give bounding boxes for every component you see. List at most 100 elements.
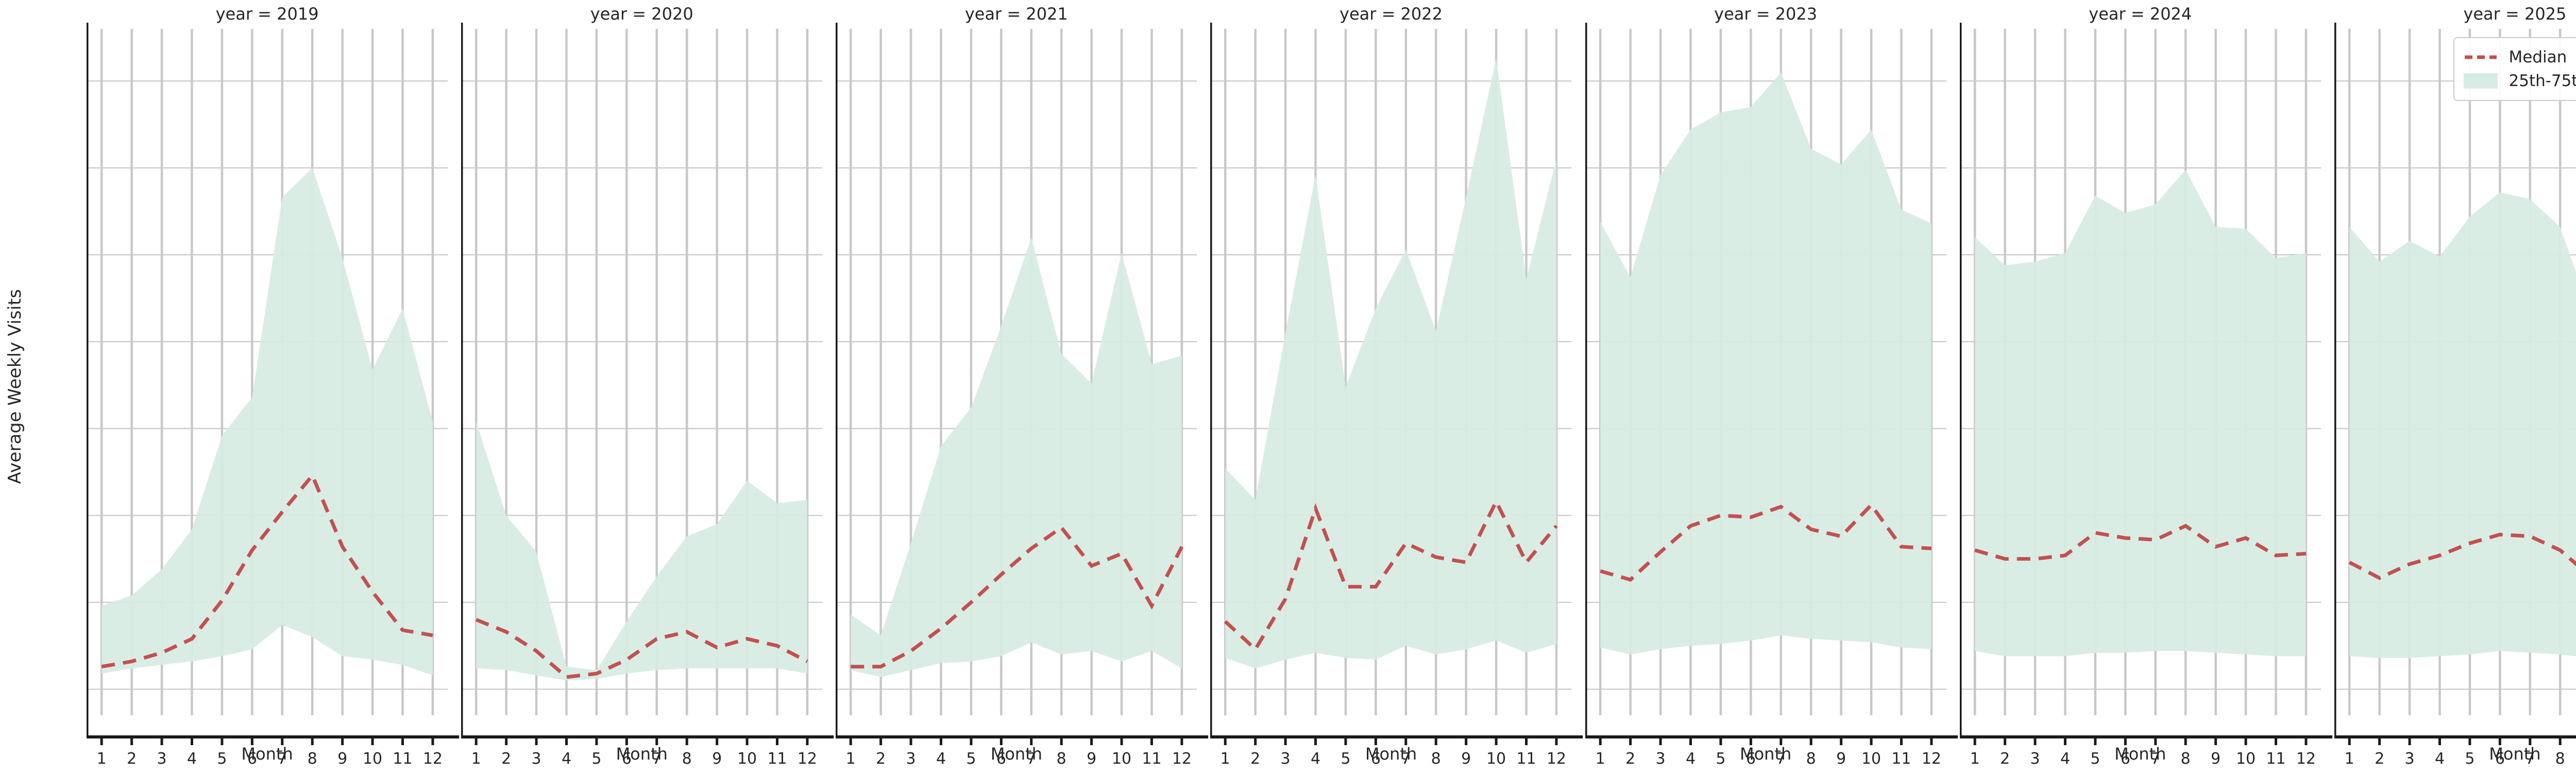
x-tick-label: 11 (1517, 750, 1536, 768)
legend-item-median[interactable]: Median (2464, 45, 2576, 69)
x-tick-label: 8 (1057, 750, 1066, 768)
x-tick-label: 9 (1087, 750, 1096, 768)
x-tick-label: 6 (247, 750, 257, 768)
x-tick-label: 6 (2121, 750, 2130, 768)
x-axis-label: Month (1739, 744, 1792, 764)
facet-panel-2021: year = 2021 Month 1 2 3 4 5 6 7 8 9 10 11 12 (836, 0, 1209, 773)
x-tick-label: 9 (712, 750, 722, 768)
facet-panel-title: year = 2025 (2463, 4, 2567, 24)
x-tick-label: 4 (2060, 750, 2070, 768)
x-tick-label: 1 (2345, 750, 2354, 768)
plot-area-2024: 1 2 3 4 5 6 7 8 9 10 11 12 (1959, 23, 2332, 768)
x-tick-label: 4 (1686, 750, 1696, 768)
x-tick-label: 2 (1251, 750, 1261, 768)
x-tick-label: 1 (97, 750, 107, 768)
legend-item-percentile-band[interactable]: 25th-75th Percentile (2463, 69, 2576, 93)
x-tick-label: 6 (622, 750, 632, 768)
plot-area-2023: 1 2 3 4 5 6 7 8 9 10 11 12 (1585, 23, 1958, 768)
x-tick-label: 5 (2090, 750, 2100, 768)
x-tick-label: 8 (1806, 750, 1816, 768)
x-tick-label: 3 (2404, 750, 2414, 768)
x-tick-label: 4 (1311, 750, 1320, 768)
x-tick-label: 6 (1371, 750, 1381, 768)
plot-area-2022: 1 2 3 4 5 6 7 8 9 10 11 12 (1210, 23, 1583, 768)
facet-panel-2024: year = 2024 Month 1 2 3 4 5 6 7 8 9 10 11 12 (1959, 0, 2332, 773)
facet-panel-title: year = 2023 (1714, 4, 1818, 24)
percentile-band-area (101, 167, 433, 676)
x-tick-label: 5 (217, 750, 227, 768)
band-swatch-icon (2463, 73, 2498, 89)
x-tick-label: 5 (1341, 750, 1351, 768)
x-tick-label: 1 (846, 750, 856, 768)
x-tick-label: 5 (967, 750, 976, 768)
facet-panel-title: year = 2021 (964, 4, 1068, 24)
x-tick-label: 1 (1970, 750, 1979, 768)
x-tick-label: 12 (2296, 750, 2316, 768)
x-tick-label: 3 (1281, 750, 1291, 768)
x-tick-label: 1 (1221, 750, 1230, 768)
x-tick-label: 4 (2435, 750, 2445, 768)
facet-panel-title: year = 2020 (590, 4, 693, 24)
x-axis-label: Month (616, 744, 668, 764)
x-tick-label: 2 (2000, 750, 2010, 768)
percentile-band-area (2349, 192, 2576, 658)
x-tick-label: 8 (682, 750, 692, 768)
x-tick-label: 2 (127, 750, 137, 768)
x-tick-label: 11 (2266, 750, 2285, 768)
x-tick-label: 12 (1921, 750, 1941, 768)
x-tick-label: 6 (1745, 750, 1755, 768)
x-tick-label: 5 (2465, 750, 2475, 768)
facet-panel-2022: year = 2022 Month 1 2 3 4 5 6 7 8 9 10 11 12 (1210, 0, 1583, 773)
x-tick-label: 6 (2495, 750, 2505, 768)
x-axis-label: Month (990, 744, 1042, 764)
x-tick-label: 2 (2375, 750, 2384, 768)
x-tick-label: 4 (562, 750, 571, 768)
x-tick-label: 6 (996, 750, 1006, 768)
x-tick-label: 10 (737, 750, 757, 768)
median-line (1224, 497, 1558, 652)
x-tick-label: 4 (936, 750, 946, 768)
x-tick-label: 7 (2150, 750, 2160, 768)
legend-label-percentile-band: 25th-75th Percentile (2509, 72, 2576, 90)
x-tick-label: 5 (592, 750, 602, 768)
plot-area-2021: 1 2 3 4 5 6 7 8 9 10 11 12 (836, 23, 1209, 768)
x-tick-label: 8 (2180, 750, 2190, 768)
plot-area-2019: 0250500750100012501500175012345678910111… (87, 23, 460, 768)
facet-panel-2019: year = 2019Month025050075010001250150017… (87, 0, 460, 773)
percentile-band-area (851, 237, 1182, 677)
x-tick-label: 9 (1836, 750, 1846, 768)
x-tick-label: 4 (187, 750, 197, 768)
median-line (851, 525, 1184, 669)
plot-area-2020: 1 2 3 4 5 6 7 8 9 10 11 12 (461, 23, 834, 768)
x-tick-label: 3 (532, 750, 541, 768)
x-tick-label: 11 (1142, 750, 1162, 768)
x-tick-label: 7 (2525, 750, 2535, 768)
x-tick-label: 11 (768, 750, 787, 768)
x-axis-label: Month (2114, 744, 2166, 764)
chart-legend[interactable]: Median 25th-75th Percentile (2453, 37, 2576, 101)
x-tick-label: 12 (423, 750, 443, 768)
x-tick-label: 8 (308, 750, 317, 768)
x-tick-label: 11 (1891, 750, 1911, 768)
x-tick-label: 1 (471, 750, 481, 768)
x-tick-label: 3 (1655, 750, 1665, 768)
x-tick-label: 8 (1431, 750, 1441, 768)
facet-panel-2025: year = 2025Month123456789101112Median25t… (2334, 0, 2576, 773)
legend-label-median: Median (2509, 48, 2567, 66)
x-tick-label: 2 (876, 750, 886, 768)
x-tick-label: 10 (2236, 750, 2256, 768)
x-tick-label: 7 (1027, 750, 1037, 768)
x-tick-label: 7 (277, 750, 287, 768)
x-tick-label: 12 (1547, 750, 1566, 768)
percentile-band-area (1600, 72, 1931, 654)
x-tick-label: 7 (1401, 750, 1411, 768)
median-line (476, 618, 808, 679)
x-tick-label: 2 (1625, 750, 1635, 768)
facet-panel-2023: year = 2023 Month 1 2 3 4 5 6 7 8 9 10 11 12 (1585, 0, 1958, 773)
median-line (2348, 532, 2576, 580)
x-tick-label: 9 (337, 750, 347, 768)
percentile-band-area (1974, 170, 2306, 657)
